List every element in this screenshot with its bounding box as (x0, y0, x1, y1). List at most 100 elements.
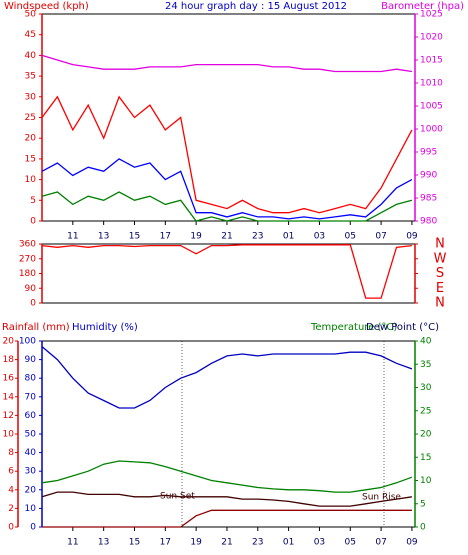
y-tick-label: W (434, 251, 447, 266)
y-tick-label: 10 (25, 504, 37, 514)
chart-title: 24 hour graph day : 15 August 2012 (165, 1, 347, 12)
series-line (41, 491, 412, 507)
y-tick-label: 360 (19, 240, 36, 250)
y-tick-label: 15 (420, 453, 431, 463)
x-tick-label: 05 (345, 538, 356, 548)
y-tick-label: 35 (25, 72, 36, 82)
x-tick-label: 09 (406, 232, 418, 242)
y-tick-label: N (435, 296, 445, 311)
x-tick-label: 17 (160, 538, 171, 548)
y-tick-label: 25 (25, 113, 36, 123)
y-tick-label: 45 (25, 30, 36, 40)
y-tick-label: 90 (25, 284, 37, 294)
temperature-label: Temperature (°C) (310, 322, 397, 333)
y-tick-label: 20 (25, 134, 37, 144)
y-tick-label: 40 (25, 51, 37, 61)
y-tick-label: 10 (25, 175, 37, 185)
series-line (42, 509, 412, 528)
x-tick-label: 07 (375, 538, 386, 548)
y-tick-label: 90 (25, 355, 37, 365)
y-tick-label: 1025 (420, 10, 443, 20)
y-tick-label: 12 (3, 411, 14, 421)
series-line (41, 460, 413, 493)
y-tick-label: 30 (25, 467, 37, 477)
y-tick-label: 14 (3, 392, 15, 402)
x-tick-label: 03 (314, 232, 325, 242)
y-tick-label: 8 (8, 448, 14, 458)
y-tick-label: 100 (19, 337, 36, 347)
y-tick-label: 1015 (420, 56, 443, 66)
x-tick-label: 19 (190, 232, 202, 242)
y-tick-label: 10 (420, 476, 432, 486)
y-tick-label: 0 (420, 523, 426, 533)
x-tick-label: 11 (67, 232, 78, 242)
y-tick-label: 1000 (420, 125, 443, 135)
y-tick-label: 4 (8, 485, 14, 495)
y-tick-label: 0 (30, 299, 36, 309)
x-tick-label: 13 (98, 232, 109, 242)
y-tick-label: 995 (420, 148, 437, 158)
series-line (41, 54, 412, 73)
series-line (41, 191, 413, 222)
y-tick-label: 50 (25, 10, 37, 20)
x-tick-label: 03 (314, 538, 325, 548)
y-tick-label: E (436, 281, 444, 296)
y-tick-label: 35 (420, 360, 431, 370)
y-tick-label: 1020 (420, 33, 443, 43)
y-tick-label: 60 (25, 411, 37, 421)
y-tick-label: N (435, 237, 445, 252)
x-tick-label: 01 (283, 232, 294, 242)
y-tick-label: 16 (3, 374, 15, 384)
series-line (41, 346, 413, 409)
x-tick-label: 23 (252, 232, 263, 242)
y-tick-label: 40 (420, 337, 432, 347)
x-tick-label: 09 (406, 538, 418, 548)
x-tick-label: 21 (221, 538, 232, 548)
y-tick-label: S (436, 266, 444, 281)
y-tick-label: 2 (8, 504, 14, 514)
y-tick-label: 25 (420, 406, 431, 416)
y-tick-label: 6 (8, 467, 14, 477)
y-tick-label: 30 (420, 383, 432, 393)
x-tick-label: 13 (98, 538, 109, 548)
x-tick-label: 01 (283, 538, 294, 548)
y-tick-label: 1010 (420, 79, 443, 89)
windspeed-label: Windspeed (kph) (4, 1, 89, 12)
y-tick-label: 18 (3, 355, 15, 365)
x-tick-label: 17 (160, 232, 171, 242)
x-tick-label: 05 (345, 232, 356, 242)
y-tick-label: 180 (19, 269, 36, 279)
y-tick-label: 5 (420, 499, 426, 509)
humidity-label: Humidity (%) (72, 322, 138, 333)
y-tick-label: 70 (25, 392, 37, 402)
annotation: Sun Rise (362, 493, 401, 503)
y-tick-label: 990 (420, 171, 437, 181)
y-tick-label: 985 (420, 194, 437, 204)
y-tick-label: 20 (420, 430, 432, 440)
x-tick-label: 15 (129, 232, 140, 242)
x-tick-label: 15 (129, 538, 140, 548)
y-tick-label: 270 (19, 254, 36, 264)
y-tick-label: 10 (3, 430, 15, 440)
dewpoint-label: Dew Point (°C) (366, 322, 439, 333)
y-tick-label: 0 (30, 523, 36, 533)
rainfall-label: Rainfall (mm) (2, 322, 70, 333)
y-tick-label: 30 (25, 92, 37, 102)
series-line (41, 158, 413, 220)
y-tick-label: 80 (25, 374, 37, 384)
y-tick-label: 20 (25, 485, 37, 495)
y-tick-label: 15 (25, 154, 36, 164)
barometer-label: Barometer (hpa) (381, 1, 464, 12)
series-line (41, 95, 413, 214)
y-tick-label: 0 (8, 523, 14, 533)
x-tick-label: 23 (252, 538, 263, 548)
x-tick-label: 21 (221, 232, 232, 242)
y-tick-label: 1005 (420, 102, 443, 112)
series-line (41, 244, 412, 299)
y-tick-label: 20 (3, 337, 15, 347)
y-tick-label: 980 (420, 217, 437, 227)
y-tick-label: 50 (25, 430, 37, 440)
y-tick-label: 40 (25, 448, 37, 458)
